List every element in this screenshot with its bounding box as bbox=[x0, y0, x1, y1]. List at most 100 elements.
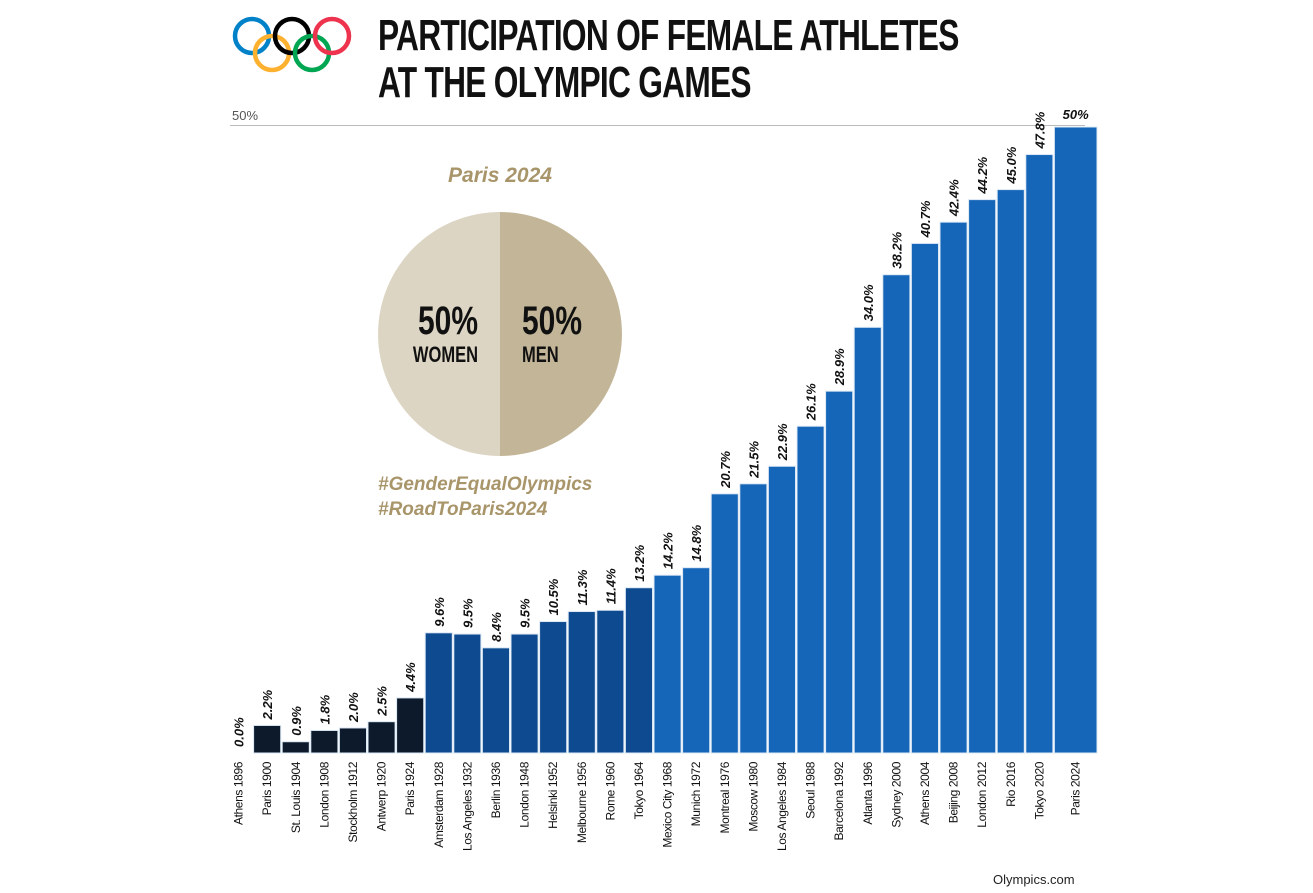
data-label: 0.0% bbox=[232, 717, 247, 747]
pie-slice-women bbox=[378, 212, 500, 456]
bar-rio-2016 bbox=[996, 189, 1025, 754]
x-tick-label: London 2012 bbox=[975, 761, 989, 827]
men-value: 50% bbox=[522, 299, 582, 343]
data-label: 2.5% bbox=[375, 686, 390, 717]
data-label: 34.0% bbox=[861, 284, 876, 321]
bar-sydney-2000 bbox=[882, 274, 911, 754]
olympic-rings-logo bbox=[232, 16, 352, 73]
x-tick-label: Sydney 2000 bbox=[889, 761, 903, 827]
x-tick-label: Melbourne 1956 bbox=[575, 761, 589, 843]
bar-helsinki-1952 bbox=[539, 621, 568, 754]
bar-london-2012 bbox=[968, 199, 997, 754]
data-label: 2.0% bbox=[346, 692, 361, 723]
title-line-2: AT THE OLYMPIC GAMES bbox=[378, 58, 752, 107]
data-label: 14.2% bbox=[661, 532, 676, 569]
data-label: 1.8% bbox=[317, 694, 332, 724]
data-label: 26.1% bbox=[804, 383, 819, 421]
x-tick-label: Moscow 1980 bbox=[746, 761, 760, 831]
data-label: 28.9% bbox=[832, 348, 847, 386]
data-label: 11.3% bbox=[575, 569, 590, 605]
x-tick-label: Tokyo 2020 bbox=[1032, 761, 1046, 819]
chart-title: PARTICIPATION OF FEMALE ATHLETES AT THE … bbox=[378, 12, 959, 106]
bar-tokyo-1964 bbox=[624, 587, 654, 754]
data-label: 42.4% bbox=[947, 179, 962, 217]
x-tick-label: Paris 1900 bbox=[260, 761, 274, 815]
x-tick-label: Munich 1972 bbox=[689, 761, 703, 826]
data-label: 45.0% bbox=[1004, 146, 1019, 184]
men-label: MEN bbox=[522, 343, 559, 368]
data-label: 22.9% bbox=[775, 423, 790, 461]
data-label: 0.9% bbox=[289, 706, 304, 736]
x-tick-label: Los Angeles 1932 bbox=[460, 761, 474, 851]
data-label: 9.5% bbox=[460, 598, 475, 628]
data-label: 9.5% bbox=[518, 598, 533, 628]
x-tick-label: Amsterdam 1928 bbox=[432, 761, 446, 848]
x-tick-label: Athens 1896 bbox=[232, 761, 246, 825]
pie-slice-men bbox=[500, 212, 622, 456]
women-label: WOMEN bbox=[413, 343, 478, 368]
bar-amsterdam-1928 bbox=[424, 632, 453, 754]
title-line-1: PARTICIPATION OF FEMALE ATHLETES bbox=[378, 11, 959, 60]
bar-munich-1972 bbox=[682, 567, 711, 754]
data-label: 44.2% bbox=[975, 156, 990, 194]
x-tick-label: Atlanta 1996 bbox=[861, 761, 875, 824]
bar-paris-1900 bbox=[253, 724, 282, 754]
x-tick-label: Berlin 1936 bbox=[489, 761, 503, 818]
data-label: 14.8% bbox=[689, 524, 704, 561]
x-tick-label: Montreal 1976 bbox=[718, 761, 732, 833]
bar-los-angeles-1984 bbox=[767, 465, 797, 754]
hashtag-gender-equal: #GenderEqualOlympics bbox=[378, 474, 593, 495]
x-tick-label: St. Louis 1904 bbox=[289, 761, 303, 833]
x-tick-label: Los Angeles 1984 bbox=[775, 761, 789, 851]
data-label: 20.7% bbox=[718, 451, 733, 489]
bar-athens-2004 bbox=[910, 242, 940, 754]
bar-berlin-1936 bbox=[481, 647, 510, 754]
x-tick-label: Stockholm 1912 bbox=[346, 761, 360, 842]
bar-paris-1924 bbox=[396, 697, 425, 754]
bar-atlanta-1996 bbox=[853, 326, 882, 754]
data-label: 8.4% bbox=[489, 612, 504, 642]
x-tick-label: Helsinki 1952 bbox=[546, 761, 560, 829]
hashtag-road-to-paris: #RoadToParis2024 bbox=[378, 499, 548, 520]
bar-beijing-2008 bbox=[939, 221, 968, 754]
x-tick-label: Athens 2004 bbox=[918, 761, 932, 825]
x-tick-label: Paris 2024 bbox=[1069, 761, 1083, 815]
data-label: 13.2% bbox=[632, 544, 647, 581]
fifty-percent-label: 50% bbox=[232, 108, 259, 123]
source-credit: Olympics.com bbox=[993, 872, 1075, 887]
bar-melbourne-1956 bbox=[567, 611, 596, 754]
x-tick-label: Antwerp 1920 bbox=[375, 761, 389, 831]
data-label: 4.4% bbox=[403, 662, 418, 693]
data-label: 40.7% bbox=[918, 200, 933, 238]
x-tick-label: Paris 1924 bbox=[403, 761, 417, 815]
bar-los-angeles-1932 bbox=[453, 633, 482, 754]
data-label: 10.5% bbox=[546, 578, 561, 615]
x-tick-label: Tokyo 1964 bbox=[632, 761, 646, 819]
data-label: 38.2% bbox=[889, 231, 904, 268]
bar-stockholm-1912 bbox=[338, 727, 367, 754]
pie-title: Paris 2024 bbox=[448, 164, 552, 187]
bar-antwerp-1920 bbox=[367, 721, 396, 754]
pie-chart: 50% WOMEN 50% MEN bbox=[378, 212, 622, 456]
bar-paris-2024 bbox=[1053, 126, 1098, 754]
bar-st-louis-1904 bbox=[281, 741, 310, 754]
x-tick-label: London 1948 bbox=[518, 761, 532, 827]
data-label: 50% bbox=[1063, 107, 1089, 122]
x-tick-label: London 1908 bbox=[317, 761, 331, 827]
data-label: 21.5% bbox=[746, 441, 761, 479]
fifty-percent-line bbox=[230, 125, 1085, 126]
bar-london-1948 bbox=[510, 633, 539, 754]
x-tick-label: Rome 1960 bbox=[603, 761, 617, 820]
women-value: 50% bbox=[418, 299, 478, 343]
x-tick-label: Mexico City 1968 bbox=[661, 761, 675, 847]
x-tick-label: Seoul 1988 bbox=[804, 761, 818, 818]
bar-barcelona-1992 bbox=[825, 390, 854, 754]
bar-moscow-1980 bbox=[739, 483, 768, 754]
x-tick-label: Beijing 2008 bbox=[947, 761, 961, 823]
x-tick-label: Rio 2016 bbox=[1004, 761, 1018, 807]
bar-seoul-1988 bbox=[796, 425, 825, 754]
bar-montreal-1976 bbox=[710, 493, 739, 754]
bar-tokyo-2020 bbox=[1025, 154, 1054, 754]
